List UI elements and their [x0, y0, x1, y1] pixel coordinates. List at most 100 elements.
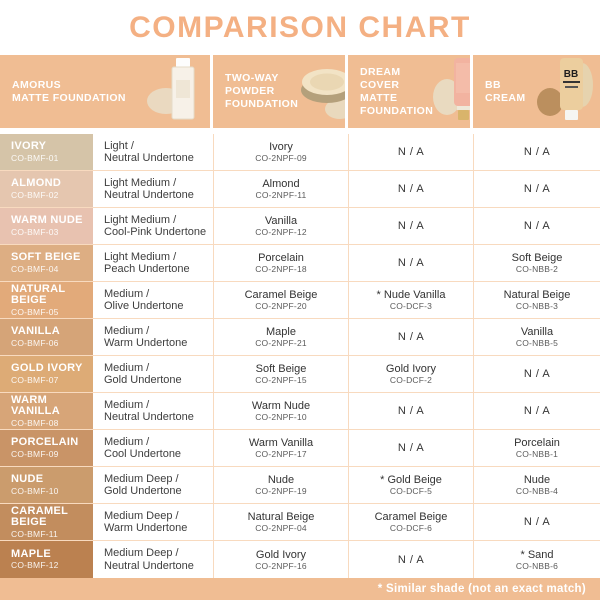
shade-name: GOLD IVORY — [11, 362, 83, 375]
dream-cover-cell: N / A — [348, 134, 473, 170]
product-shade-code: CO-2NPF-18 — [255, 264, 307, 274]
bb-cream-cell: Vanilla CO-NBB-5 — [473, 319, 600, 355]
product-shade-code: CO-2NPF-04 — [255, 523, 307, 533]
na-value: N / A — [523, 146, 551, 158]
bb-cream-cell: Nude CO-NBB-4 — [473, 467, 600, 503]
table-row: MAPLE CO-BMF-12 Medium Deep / Neutral Under… — [0, 541, 600, 578]
product-shade-code: CO-NBB-3 — [515, 301, 559, 311]
shade-swatch: WARM NUDE CO-BMF-03 — [0, 208, 93, 244]
header-label-line: BB CREAM — [485, 78, 526, 104]
undertone-line: Neutral Undertone — [104, 189, 194, 201]
shade-code: CO-BMF-12 — [11, 560, 59, 571]
bb-cream-cell: N / A — [473, 504, 600, 540]
shade-name: SOFT BEIGE — [11, 251, 81, 264]
product-shade-name: Warm Nude — [251, 400, 311, 412]
product-shade-code: CO-NBB-4 — [515, 486, 559, 496]
undertone-cell: Medium Deep / Gold Undertone — [93, 467, 213, 503]
product-shade-name: Soft Beige — [255, 363, 307, 375]
product-shade-name: Caramel Beige — [244, 289, 318, 301]
product-shade-name: Porcelain — [514, 437, 560, 449]
two-way-powder-cell: Almond CO-2NPF-11 — [213, 171, 348, 207]
product-shade-code: CO-2NPF-16 — [255, 560, 307, 571]
product-shade-name: Gold Ivory — [385, 363, 437, 375]
na-value: N / A — [523, 368, 551, 380]
dream-cover-cell: N / A — [348, 393, 473, 429]
undertone-cell: Light Medium / Neutral Undertone — [93, 171, 213, 207]
shade-swatch: IVORY CO-BMF-01 — [0, 134, 93, 170]
product-shade-code: CO-2NPF-17 — [255, 449, 307, 459]
undertone-cell: Medium Deep / Warm Undertone — [93, 504, 213, 540]
footnote: * Similar shade (not an exact match) — [377, 583, 586, 595]
dream-cover-cell: N / A — [348, 319, 473, 355]
na-value: N / A — [397, 331, 425, 343]
table-row: WARM VANILLA CO-BMF-08 Medium / Neutral Und… — [0, 393, 600, 430]
dream-cover-cell: N / A — [348, 541, 473, 578]
undertone-cell: Medium / Cool Undertone — [93, 430, 213, 466]
undertone-line: Gold Undertone — [104, 374, 182, 386]
shade-name: ALMOND — [11, 177, 62, 190]
product-shade-code: CO-2NPF-20 — [255, 301, 307, 311]
product-shade-code: CO-2NPF-12 — [255, 227, 307, 237]
header-label: DREAM COVER MATTE FOUNDATION — [360, 66, 433, 118]
bb-cream-cell: Porcelain CO-NBB-1 — [473, 430, 600, 466]
header-label-line: MATTE — [360, 91, 398, 104]
undertone-line: Olive Undertone — [104, 300, 184, 312]
two-way-powder-cell: Nude CO-2NPF-19 — [213, 467, 348, 503]
shade-code: CO-BMF-05 — [11, 306, 59, 317]
undertone-cell: Medium / Gold Undertone — [93, 356, 213, 392]
undertone-line: Cool Undertone — [104, 448, 182, 460]
bb-cream-cell: N / A — [473, 208, 600, 244]
product-shade-code: CO-2NPF-19 — [255, 486, 307, 496]
product-shade-code: CO-2NPF-09 — [255, 153, 307, 163]
shade-swatch: SOFT BEIGE CO-BMF-04 — [0, 245, 93, 281]
shade-name: NUDE — [11, 473, 44, 486]
product-shade-code: CO-DCF-3 — [389, 301, 433, 311]
shade-swatch: NATURAL BEIGE CO-BMF-05 — [0, 282, 93, 318]
two-way-powder-cell: Ivory CO-2NPF-09 — [213, 134, 348, 170]
two-way-powder-cell: Warm Nude CO-2NPF-10 — [213, 393, 348, 429]
header-label-line: TWO-WAY — [225, 72, 279, 84]
dream-cover-cell: N / A — [348, 245, 473, 281]
product-shade-code: CO-NBB-1 — [515, 449, 559, 459]
bb-cream-cell: N / A — [473, 393, 600, 429]
product-shade-name: Porcelain — [258, 252, 304, 264]
header-label-line: POWDER — [225, 85, 275, 97]
na-value: N / A — [397, 220, 425, 232]
dream-cover-cell: N / A — [348, 208, 473, 244]
undertone-line: Gold Undertone — [104, 485, 182, 497]
dream-cover-cell: * Nude Vanilla CO-DCF-3 — [348, 282, 473, 318]
svg-text:BB: BB — [564, 69, 578, 80]
shade-code: CO-BMF-03 — [11, 226, 59, 237]
shade-swatch: WARM VANILLA CO-BMF-08 — [0, 393, 93, 429]
undertone-line: Peach Undertone — [104, 263, 190, 275]
shade-name: CARAMEL BEIGE — [11, 504, 68, 528]
header-label: BB CREAM — [485, 79, 536, 105]
na-value: N / A — [397, 442, 425, 454]
dream-cover-cell: Gold Ivory CO-DCF-2 — [348, 356, 473, 392]
undertone-line: Neutral Undertone — [104, 559, 194, 572]
undertone-line: Light Medium / — [104, 250, 177, 263]
na-value: N / A — [523, 183, 551, 195]
shade-code: CO-BMF-06 — [11, 337, 59, 348]
dream-cover-cell: Caramel Beige CO-DCF-6 — [348, 504, 473, 540]
shade-swatch: NUDE CO-BMF-10 — [0, 467, 93, 503]
product-shade-code: CO-2NPF-15 — [255, 375, 307, 385]
product-shade-name: * Nude Vanilla — [376, 289, 446, 301]
header-label: AMORUS MATTE FOUNDATION — [12, 79, 126, 105]
product-shade-name: Nude — [267, 474, 295, 486]
header-bb-cream: BB CREAM BB — [473, 55, 600, 128]
undertone-cell: Medium / Warm Undertone — [93, 319, 213, 355]
header-label-line: FOUNDATION — [360, 104, 434, 117]
table-row: GOLD IVORY CO-BMF-07 Medium / Gold Underton… — [0, 356, 600, 393]
two-way-powder-cell: Vanilla CO-2NPF-12 — [213, 208, 348, 244]
undertone-line: Medium Deep / — [104, 509, 179, 522]
page-title: COMPARISON CHART — [129, 10, 471, 44]
shade-code: CO-BMF-04 — [11, 263, 59, 274]
product-shade-name: * Gold Beige — [380, 474, 442, 486]
shade-code: CO-BMF-08 — [11, 417, 59, 428]
product-header-band: AMORUS MATTE FOUNDATION TWO-WAY POWDER FOUN… — [0, 55, 600, 128]
header-table-gap — [0, 128, 600, 134]
table-row: PORCELAIN CO-BMF-09 Medium / Cool Undertone… — [0, 430, 600, 467]
product-shade-name: Vanilla — [520, 326, 554, 338]
product-shade-code: CO-NBB-6 — [515, 560, 559, 571]
